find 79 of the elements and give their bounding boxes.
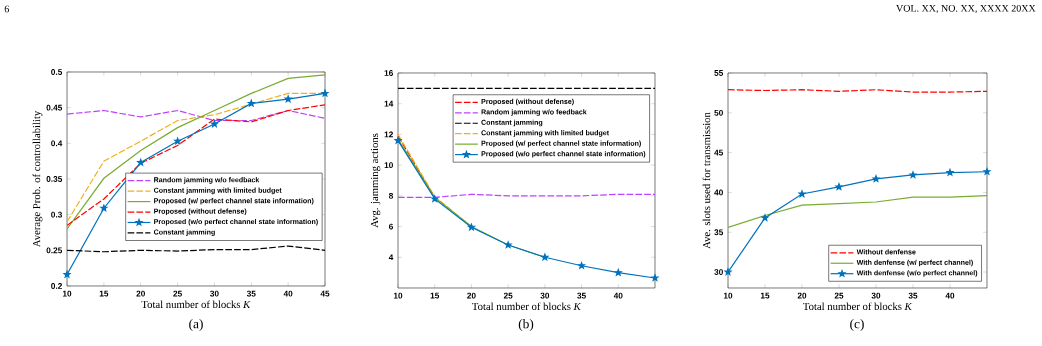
y-axis-title: Average Prob. of controllability [32, 110, 43, 248]
line-series [67, 74, 326, 230]
x-tick-label: 20 [797, 292, 807, 299]
point [467, 223, 475, 231]
y-tick-label: 0.45 [46, 104, 63, 111]
x-tick-label: 10 [393, 292, 403, 299]
x-tick-label: 25 [173, 290, 182, 297]
point [541, 253, 549, 261]
point [946, 168, 954, 176]
y-tick-label: 0.25 [46, 247, 63, 254]
x-tick-label: 35 [908, 292, 918, 299]
x-tick-label: 25 [503, 292, 513, 299]
y-tick-label: 0.4 [51, 140, 63, 147]
x-tick-label: 10 [62, 290, 72, 297]
x-tick-label: 10 [723, 292, 733, 299]
x-tick-label: 30 [540, 292, 550, 299]
x-tick-label: 20 [467, 292, 476, 299]
x-tick-label: 35 [577, 292, 586, 299]
text: 6 [4, 5, 9, 13]
y-tick-label: 50 [714, 109, 723, 116]
point [983, 168, 991, 175]
point [174, 137, 182, 145]
x-tick-label: 45 [320, 290, 330, 297]
y-tick-label: 10 [384, 162, 393, 169]
y-axis-title: Avg. jamming actions [370, 133, 381, 228]
y-tick-label: 8 [388, 192, 394, 199]
point [614, 268, 622, 276]
y-tick-label: 12 [384, 131, 393, 138]
point [137, 158, 145, 166]
point [909, 171, 917, 178]
point [651, 274, 659, 282]
point [724, 268, 732, 276]
x-axis-title: Total number of blocks K [472, 302, 582, 310]
y-tick-label: 35 [714, 229, 724, 236]
y-tick-label: 0.5 [51, 69, 63, 75]
point [247, 99, 255, 107]
point [63, 270, 71, 278]
x-tick-label: 25 [834, 292, 844, 299]
point [504, 241, 512, 249]
point [100, 204, 108, 212]
y-tick-label: 4 [388, 254, 394, 261]
x-axis-title: Total number of blocks K [803, 302, 913, 310]
text: (b) [518, 318, 534, 332]
text: (c) [850, 318, 864, 332]
x-tick-label: 15 [760, 292, 770, 299]
x-tick-label: 40 [945, 292, 955, 299]
point [321, 89, 329, 97]
y-tick-label: 14 [384, 100, 394, 107]
x-tick-label: 15 [430, 292, 440, 299]
point [210, 120, 218, 128]
x-tick-label: 15 [99, 290, 109, 297]
point [578, 262, 586, 269]
y-tick-label: 45 [714, 149, 724, 156]
y-tick-label: 40 [714, 189, 723, 196]
point [872, 175, 880, 182]
y-tick-label: 55 [714, 70, 724, 76]
x-tick-label: 40 [613, 292, 623, 299]
point [761, 214, 769, 221]
point [394, 136, 402, 144]
x-tick-label: 30 [871, 292, 881, 299]
y-tick-label: 16 [384, 70, 393, 76]
point [798, 190, 806, 198]
x-axis-title: Total number of blocks K [141, 300, 251, 308]
y-tick-label: 30 [714, 269, 723, 275]
line-series [728, 195, 987, 229]
y-tick-label: 6 [388, 223, 393, 230]
y-tick-label: 0.2 [51, 283, 62, 289]
y-tick-label: 0.35 [46, 176, 63, 182]
x-tick-label: 20 [136, 290, 145, 297]
x-tick-label: 40 [283, 290, 293, 297]
point [431, 195, 439, 202]
text: VOL. XX, NO. XX, XXXX 20XX [896, 4, 1036, 14]
x-tick-label: 30 [210, 290, 219, 297]
y-tick-label: 0.3 [51, 211, 62, 218]
point [284, 95, 292, 103]
text: (a) [189, 318, 203, 332]
x-tick-label: 35 [246, 290, 256, 297]
point [835, 183, 843, 190]
y-axis-title: Ave. slots used for transmission [702, 112, 711, 249]
